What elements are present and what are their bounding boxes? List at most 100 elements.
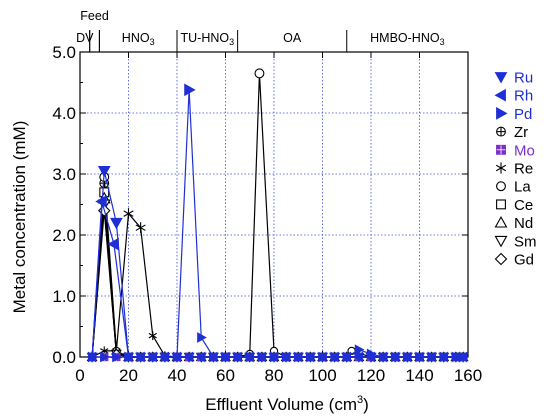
legend-label: Pd: [514, 106, 532, 123]
data-point: [457, 352, 469, 363]
data-point: [268, 352, 280, 363]
data-point: [197, 332, 207, 343]
legend-marker: [494, 88, 506, 102]
x-axis-label: Effluent Volume (cm3): [205, 394, 369, 414]
series-line: [92, 89, 464, 358]
legend-marker: [496, 181, 506, 192]
x-axis-label-main: Effluent Volume (cm: [205, 395, 357, 414]
data-point: [123, 352, 134, 363]
y-tick-label: 1.0: [52, 287, 76, 306]
data-point: [86, 352, 98, 363]
data-point: [148, 331, 157, 341]
series-line: [91, 170, 464, 358]
legend-item-rh: Rh: [494, 88, 533, 105]
data-point: [317, 352, 328, 363]
phase-label: OA: [283, 31, 302, 45]
axes: 0 20 40 60 80 100 120 140 160 0.0 1.0 2.0 3.0 4.0 5.0: [52, 43, 482, 385]
x-axis-label-sup: 3: [357, 394, 363, 406]
x-tick-label: 80: [265, 366, 284, 385]
legend-label: Mo: [514, 142, 535, 159]
y-tick-label: 4.0: [52, 104, 76, 123]
data-point: [232, 352, 243, 363]
series-pd: [88, 83, 469, 363]
legend-label: Ce: [514, 197, 533, 214]
marker-stroke: [135, 224, 146, 231]
legend-marker: [494, 72, 508, 84]
legend-label: Ru: [514, 70, 533, 87]
legend-label: Gd: [514, 252, 534, 269]
legend-marker: [496, 144, 506, 155]
legend-item-ru: Ru: [494, 70, 533, 87]
data-point: [438, 352, 450, 363]
series-group: [86, 68, 469, 363]
y-tick-label: 2.0: [52, 226, 76, 245]
legend-marker: [496, 126, 506, 137]
legend-label: Zr: [514, 124, 528, 141]
data-point: [329, 352, 340, 363]
data-point: [450, 352, 462, 363]
data-point: [184, 83, 196, 97]
data-point: [195, 352, 207, 363]
data-point: [426, 352, 437, 363]
data-point: [292, 352, 304, 363]
phase-label-text: Feed: [80, 9, 109, 23]
data-point: [220, 352, 231, 363]
x-tick-label: 20: [119, 366, 138, 385]
data-point: [135, 222, 146, 234]
phase-label-subscript: 3: [229, 37, 234, 47]
legend-marker: [496, 107, 508, 120]
x-tick-label: 40: [168, 366, 187, 385]
data-point: [112, 351, 122, 363]
data-point: [159, 352, 171, 363]
legend-marker: [496, 199, 506, 210]
phase-label: Feed: [80, 9, 109, 23]
data-point: [377, 352, 389, 363]
legend-item-mo: Mo: [496, 142, 535, 159]
y-tick-label: 0.0: [52, 348, 76, 367]
y-axis-label: Metal concentration (mM): [10, 121, 29, 314]
legend-item-la: La: [496, 179, 531, 196]
series-line: [91, 201, 464, 358]
marker-stroke: [100, 348, 109, 354]
series-line: [91, 183, 464, 358]
phase-label-text: DV: [76, 31, 94, 45]
phase-label: TU-HNO3: [181, 31, 235, 47]
data-point: [280, 352, 292, 363]
x-tick-label: 100: [308, 366, 336, 385]
phase-label-text: HNO: [122, 31, 150, 45]
phase-label: DV: [76, 31, 94, 45]
data-point: [341, 352, 353, 363]
legend-marker: [494, 215, 508, 228]
phase-label-text: TU-HNO: [181, 31, 230, 45]
series-line: [91, 192, 464, 358]
data-point: [95, 195, 107, 208]
data-point: [97, 166, 111, 178]
legend-label: La: [514, 179, 531, 196]
data-point: [305, 352, 316, 363]
series-nd: [86, 191, 469, 362]
x-tick-label: 0: [75, 366, 84, 385]
data-point: [365, 352, 377, 363]
legend-marker: [494, 252, 508, 266]
legend-item-re: Re: [495, 161, 533, 178]
data-point: [402, 352, 413, 363]
series-line: [91, 73, 464, 358]
data-point: [254, 68, 265, 79]
legend-item-zr: Zr: [496, 124, 528, 141]
legend-item-pd: Pd: [496, 106, 532, 123]
data-point: [123, 208, 134, 220]
legend-item-ce: Ce: [496, 197, 533, 214]
phase-label-text: HMBO-HNO: [370, 31, 440, 45]
legend-item-nd: Nd: [494, 215, 533, 232]
series-rh: [86, 195, 468, 363]
data-point: [208, 352, 219, 363]
y-tick-label: 3.0: [52, 165, 76, 184]
series-line: [91, 210, 464, 358]
data-point: [244, 352, 256, 363]
series-line: [91, 204, 464, 358]
data-point: [135, 352, 146, 363]
legend-label: Sm: [514, 233, 537, 250]
